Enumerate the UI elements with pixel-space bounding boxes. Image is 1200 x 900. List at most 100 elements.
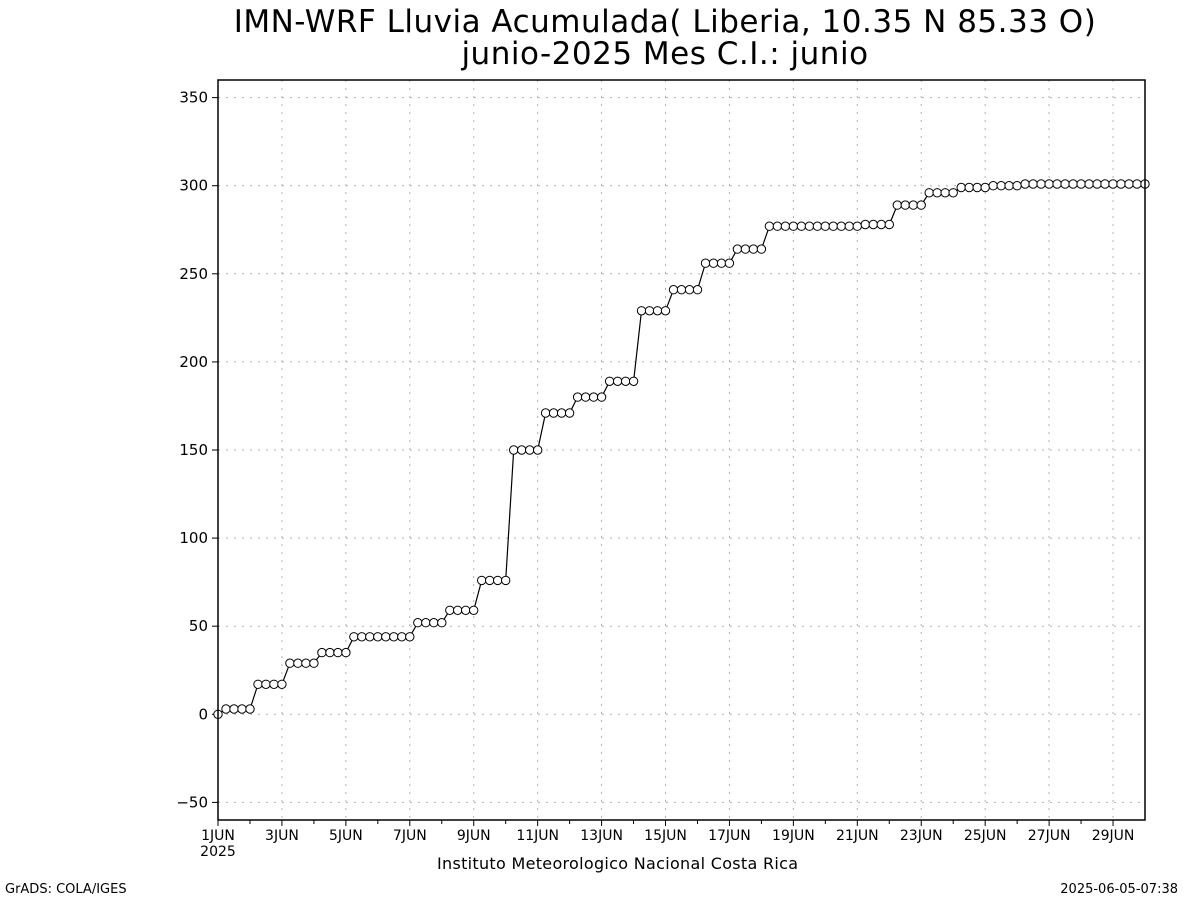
data-point (317, 647, 327, 658)
data-point (836, 221, 846, 231)
data-point (892, 200, 902, 210)
data-point (1116, 179, 1126, 189)
data-point (828, 221, 838, 231)
data-point (796, 221, 807, 231)
render-timestamp: 2025-06-05-07:38 (1060, 882, 1178, 897)
data-point (501, 575, 511, 586)
data-point (261, 679, 271, 689)
data-point (732, 244, 743, 254)
x-tick-label: 23JUN (900, 828, 943, 844)
y-tick-label: 100 (179, 529, 208, 547)
x-tick-label: 15JUN (644, 828, 687, 844)
data-point (389, 632, 399, 642)
data-point (964, 182, 974, 193)
data-point (349, 632, 359, 642)
data-point (812, 221, 823, 231)
data-point (884, 219, 894, 230)
y-tick-label: 0 (198, 705, 208, 723)
data-point (469, 605, 479, 615)
data-point (381, 632, 391, 642)
data-point (788, 221, 799, 231)
data-point (660, 306, 671, 316)
data-point (341, 647, 351, 658)
x-tick-label: 19JUN (772, 828, 815, 844)
x-tick-label: 25JUN (964, 828, 1007, 844)
data-point (668, 285, 679, 295)
x-tick-label: 5JUN (329, 828, 363, 844)
data-point (269, 679, 279, 689)
data-point (756, 244, 767, 254)
data-point (628, 376, 639, 386)
data-point (716, 258, 727, 268)
plot-frame (217, 79, 1146, 821)
data-point (1076, 179, 1086, 189)
x-tick-label: 1JUN (201, 828, 235, 844)
x-tick-label: 11JUN (516, 828, 559, 844)
data-point (453, 605, 463, 615)
data-point (509, 445, 519, 455)
data-point (556, 408, 567, 418)
data-point (293, 658, 303, 668)
data-point (325, 647, 335, 658)
data-point (564, 408, 575, 418)
data-point (229, 704, 239, 714)
data-point (285, 658, 295, 668)
data-point (333, 647, 343, 658)
data-point (748, 244, 759, 254)
data-point (868, 219, 878, 230)
data-point (445, 605, 455, 615)
y-tick-label: 200 (179, 353, 208, 371)
x-tick-label: 13JUN (580, 828, 623, 844)
data-point (996, 181, 1006, 191)
data-point (429, 618, 439, 628)
data-point (804, 221, 815, 231)
data-point (1060, 179, 1070, 189)
data-point (652, 306, 663, 316)
data-point (437, 618, 447, 628)
data-point (413, 618, 423, 628)
data-point (948, 188, 958, 198)
y-tick-label: 300 (179, 177, 208, 195)
data-point (940, 188, 950, 198)
data-point (980, 182, 990, 193)
data-point (405, 632, 415, 642)
data-point (1100, 179, 1110, 189)
data-point (373, 632, 383, 642)
data-point (596, 392, 607, 402)
y-tick-label: 350 (179, 89, 208, 107)
grads-credit: GrADS: COLA/IGES (5, 882, 127, 897)
data-point (572, 392, 583, 402)
data-point (548, 408, 559, 418)
data-point (580, 392, 591, 402)
data-point (1052, 179, 1062, 189)
data-point (245, 704, 255, 714)
data-point (1020, 179, 1030, 189)
data-point (860, 219, 870, 230)
data-point (1084, 179, 1094, 189)
data-point (908, 200, 918, 210)
data-point (477, 575, 487, 586)
y-tick-label: 250 (179, 265, 208, 283)
data-point (692, 285, 703, 295)
series-accumulated-rain (213, 179, 1150, 719)
data-point (604, 376, 615, 386)
chart-subtitle: junio-2025 Mes C.I.: junio (461, 36, 869, 72)
data-point (253, 679, 263, 689)
data-point (493, 575, 503, 586)
data-point (708, 258, 719, 268)
data-point (1068, 179, 1078, 189)
data-point (772, 221, 783, 231)
data-point (301, 658, 311, 668)
data-point (684, 285, 695, 295)
data-point (636, 306, 647, 316)
x-tick-label: 7JUN (393, 828, 427, 844)
data-point (852, 221, 862, 231)
data-point (924, 188, 934, 198)
x-axis: 1JUN 3JUN 5JUN 7JUN 9JUN 11JUN 13JUN 15JUN 17JUN… (200, 820, 1134, 860)
y-tick-label: 150 (179, 441, 208, 459)
data-point (540, 408, 551, 418)
y-tick-label: 50 (189, 617, 208, 635)
data-point (1004, 181, 1014, 191)
data-point (612, 376, 623, 386)
x-year-label: 2025 (200, 844, 236, 860)
